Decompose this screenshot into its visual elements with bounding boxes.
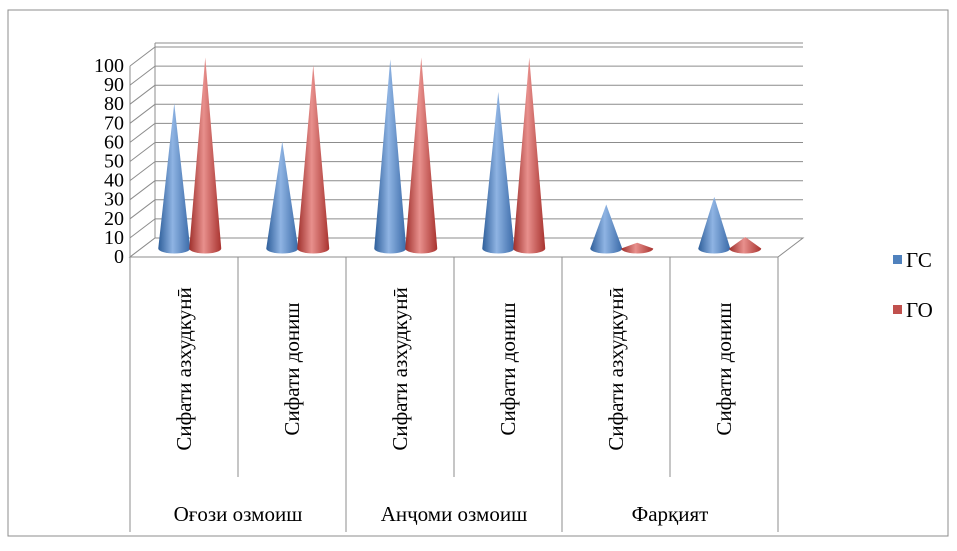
- y-tick-label: 30: [104, 189, 124, 211]
- cone-ГО-4: [621, 242, 654, 254]
- cone-ГС-2: [374, 59, 407, 254]
- cone-body: [297, 65, 330, 254]
- y-tick-label: 70: [104, 112, 124, 134]
- gridline-depth: [129, 180, 156, 201]
- legend-swatch: [893, 255, 902, 264]
- cone-body: [590, 204, 623, 254]
- category-label: Сифати азхудкунӣ: [604, 287, 628, 450]
- gridline-depth: [129, 218, 156, 239]
- gridline-depth: [129, 103, 156, 124]
- y-tick-label: 60: [104, 131, 124, 153]
- group-label: Анҷоми озмоиш: [381, 502, 528, 526]
- cone-ГО-2: [405, 57, 438, 254]
- gridline-depth: [129, 142, 156, 162]
- cone-body: [405, 57, 438, 254]
- category-label: Сифати азхудкунӣ: [172, 287, 196, 450]
- y-tick-label: 40: [104, 170, 124, 192]
- cone-ГО-3: [513, 57, 546, 254]
- legend: ГС ГО: [893, 248, 933, 322]
- y-tick-label: 20: [104, 208, 124, 230]
- cone-ГО-1: [297, 65, 330, 254]
- gridline-depth: [129, 161, 156, 181]
- category-label: Сифати дониш: [712, 302, 736, 435]
- cone-body: [189, 57, 222, 254]
- cone-ГО-5: [729, 236, 762, 254]
- group-label: Фарқият: [632, 502, 709, 526]
- category-label: Сифати дониш: [280, 302, 304, 435]
- x-axis-labels: Сифати азхудкунӣ Сифати дониш Сифати азхуд…: [129, 257, 779, 532]
- cone-body: [513, 57, 546, 254]
- cone-body: [374, 59, 407, 254]
- cone-ГС-0: [158, 103, 191, 254]
- y-tick-label: 0: [114, 246, 124, 268]
- y-tick-label: 100: [94, 55, 124, 77]
- cone-ГС-4: [590, 204, 623, 254]
- category-label: Сифати дониш: [496, 302, 520, 435]
- legend-label: ГС: [906, 248, 932, 272]
- group-label: Оғози озмоиш: [174, 502, 303, 526]
- gridline-depth: [129, 84, 156, 105]
- y-tick-label: 50: [104, 151, 124, 173]
- legend-label: ГО: [906, 298, 933, 322]
- y-tick-label: 10: [104, 227, 124, 249]
- gridline-depth: [129, 123, 156, 143]
- gridline-depth: [129, 65, 156, 86]
- cone-body: [266, 141, 299, 254]
- chart-border: [7, 9, 949, 537]
- cone-body: [482, 91, 515, 254]
- gridline-depth: [129, 46, 156, 67]
- cone-ГС-3: [482, 91, 515, 254]
- data-cones: [158, 57, 762, 254]
- cone-ГС-1: [266, 141, 299, 254]
- cone-body: [698, 196, 731, 254]
- y-tick-label: 90: [104, 74, 124, 96]
- cone-body: [621, 242, 654, 254]
- cone-body: [729, 236, 762, 254]
- cone-ГО-0: [189, 57, 222, 254]
- legend-swatch: [893, 305, 902, 314]
- y-tick-label: 80: [104, 93, 124, 115]
- gridline-depth: [129, 199, 156, 220]
- cone-ГС-5: [698, 196, 731, 254]
- category-label: Сифати азхудкунӣ: [388, 287, 412, 450]
- cone-body: [158, 103, 191, 254]
